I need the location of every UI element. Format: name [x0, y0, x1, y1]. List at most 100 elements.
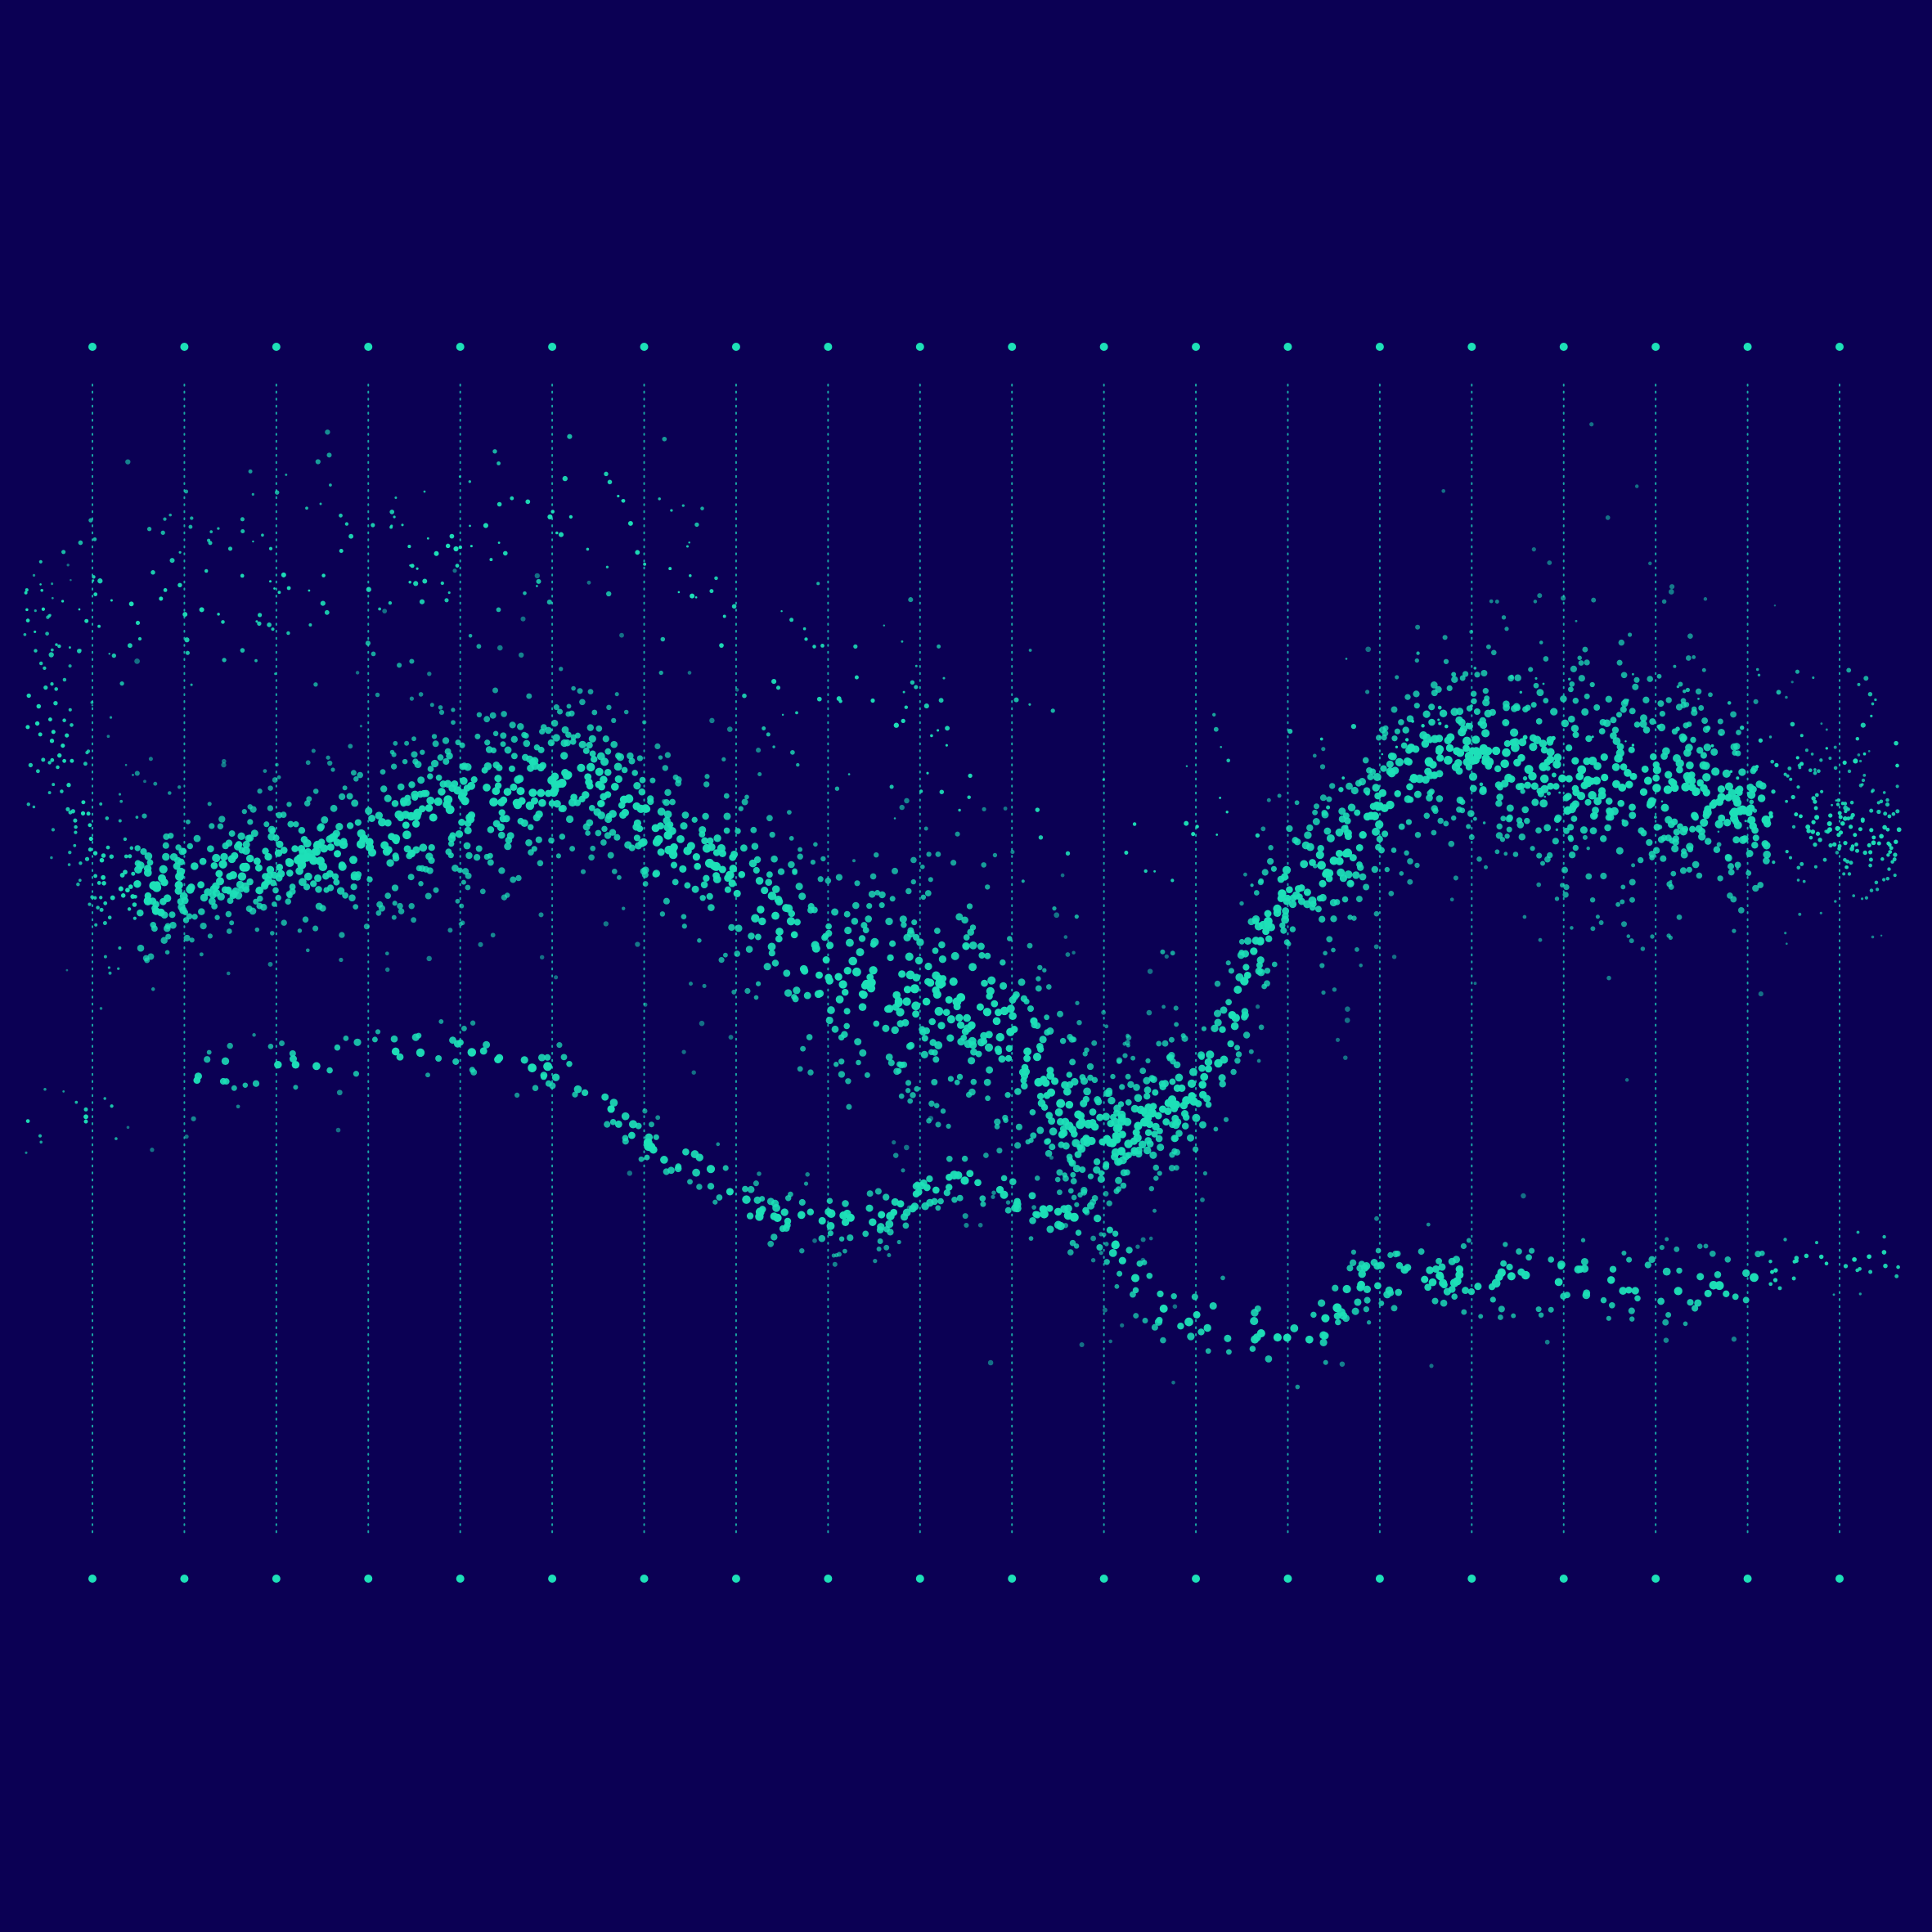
particle-dot	[1063, 1211, 1073, 1220]
particle-dot	[207, 538, 211, 542]
particle-dot	[504, 892, 510, 898]
particle-dot	[427, 766, 434, 772]
particle-dot	[841, 988, 849, 996]
particle-dot	[1714, 1281, 1724, 1291]
particle-dot	[57, 644, 61, 649]
particle-dot	[1256, 1329, 1265, 1338]
particle-dot	[945, 744, 948, 747]
particle-dot	[394, 496, 398, 499]
particle-dot	[868, 890, 876, 898]
particle-dot	[757, 905, 765, 914]
particle-dot	[1586, 846, 1590, 851]
particle-dot	[1525, 1254, 1532, 1261]
particle-dot	[1054, 1220, 1063, 1229]
guide-bottom-dot	[1099, 1575, 1108, 1583]
particle-dot	[252, 1033, 256, 1037]
particle-dot	[1426, 794, 1433, 802]
particle-dot	[560, 1054, 568, 1061]
particle-dot	[1032, 1211, 1040, 1218]
particle-dot	[479, 1047, 487, 1055]
particle-dot	[1612, 780, 1620, 789]
particle-dot	[862, 1230, 869, 1238]
particle-dot	[1009, 1178, 1017, 1186]
particle-dot	[1724, 782, 1733, 791]
particle-dot	[699, 895, 706, 901]
particle-dot	[429, 813, 438, 822]
particle-dot	[1883, 1263, 1888, 1269]
particle-dot	[1010, 850, 1015, 855]
particle-dot	[51, 828, 56, 832]
particle-dot	[321, 815, 329, 824]
particle-dot	[1642, 696, 1650, 703]
particle-dot	[724, 886, 731, 893]
particle-dot	[88, 902, 92, 906]
particle-dot	[1670, 784, 1679, 793]
particle-dot	[77, 649, 82, 654]
particle-dot	[1117, 1113, 1126, 1122]
particle-dot	[604, 768, 612, 776]
particle-dot	[934, 1007, 944, 1016]
particle-dot	[41, 757, 46, 762]
particle-dot	[1616, 659, 1623, 666]
particle-dot	[1629, 772, 1638, 780]
particle-dot	[845, 938, 854, 947]
particle-dot	[1567, 824, 1575, 831]
particle-dot	[906, 929, 915, 938]
particle-dot	[1338, 815, 1346, 823]
particle-dot	[1473, 708, 1480, 716]
particle-dot	[1468, 772, 1478, 781]
particle-dot	[1243, 971, 1251, 979]
particle-dot	[914, 956, 923, 965]
particle-dot	[378, 818, 387, 827]
particle-dot	[48, 613, 52, 617]
particle-dot	[597, 811, 605, 820]
particle-dot	[1530, 846, 1535, 851]
particle-dot	[1125, 1073, 1131, 1080]
particle-dot	[1657, 1297, 1665, 1305]
particle-dot	[1649, 855, 1656, 860]
particle-dot	[119, 799, 124, 803]
particle-dot	[528, 1063, 537, 1072]
particle-dot	[276, 864, 284, 871]
particle-dot	[1205, 1101, 1212, 1108]
particle-dot	[1074, 1202, 1080, 1207]
particle-dot	[1442, 635, 1448, 640]
particle-dot	[1887, 867, 1891, 871]
particle-dot	[718, 956, 725, 964]
particle-dot	[1837, 811, 1842, 815]
particle-dot	[1732, 743, 1741, 750]
particle-dot	[1203, 1323, 1211, 1332]
particle-dot	[604, 791, 612, 798]
particle-dot	[1817, 769, 1821, 774]
particle-dot	[803, 1181, 809, 1186]
particle-dot	[185, 819, 191, 824]
particle-dot	[1080, 1137, 1089, 1146]
particle-dot	[1197, 1328, 1205, 1336]
particle-dot	[873, 1020, 880, 1027]
particle-dot	[1432, 1265, 1440, 1274]
particle-dot	[1692, 860, 1700, 869]
particle-dot	[1428, 1278, 1437, 1287]
particle-dot	[956, 1021, 965, 1029]
particle-dot	[981, 979, 988, 987]
particle-dot	[1171, 1114, 1179, 1123]
particle-dot	[217, 613, 220, 616]
guide-column	[1008, 343, 1017, 1583]
particle-dot	[1338, 807, 1346, 815]
particle-dot	[177, 582, 182, 588]
particle-dot	[127, 643, 133, 649]
particle-dot	[252, 1080, 260, 1087]
particle-dot	[464, 826, 472, 835]
particle-dot	[1609, 1265, 1617, 1274]
guide-top-dot	[548, 343, 557, 351]
particle-dot	[1869, 828, 1874, 833]
particle-dot	[789, 618, 794, 622]
particle-dot	[891, 1197, 899, 1206]
particle-dot	[90, 895, 94, 899]
particle-dot	[403, 798, 411, 806]
particle-dot	[841, 1218, 850, 1227]
particle-dot	[509, 721, 516, 729]
particle-dot	[280, 847, 288, 854]
particle-dot	[1198, 1054, 1205, 1060]
particle-dot	[798, 1198, 806, 1206]
